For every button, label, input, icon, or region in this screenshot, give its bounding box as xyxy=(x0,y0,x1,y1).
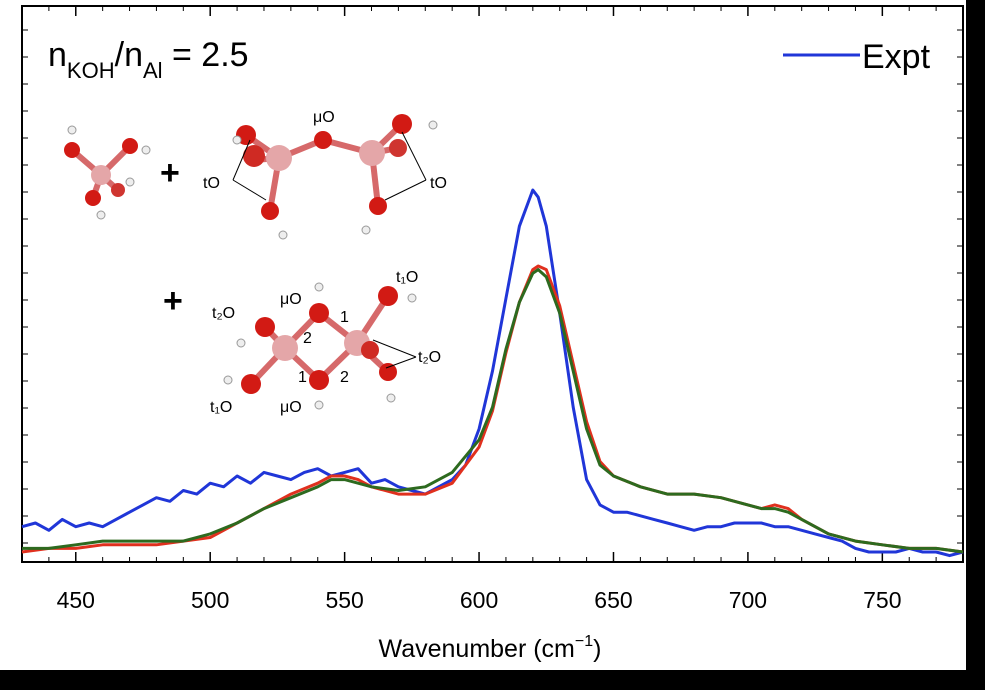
molecule-dimer-dihydroxo: μO μO t₁O t₂O t₂O t₁O 1 2 1 2 xyxy=(210,269,441,416)
chart-title: nKOH/nAl = 2.5 xyxy=(48,36,249,83)
series-line-0 xyxy=(21,188,964,558)
label-ring-1-top: 1 xyxy=(340,309,349,326)
label-t2-o-left: t₂O xyxy=(212,305,235,322)
x-tick-label: 450 xyxy=(57,587,95,613)
label-mu-o-top: μO xyxy=(313,109,335,126)
plus-sign-1: + xyxy=(160,154,180,192)
x-tick-label: 650 xyxy=(594,587,632,613)
series-line-2 xyxy=(22,268,964,554)
label-t-o-left: tO xyxy=(203,175,220,192)
label-t1-o-top: t₁O xyxy=(396,269,418,286)
axis-ticks xyxy=(21,6,964,562)
legend-label-expt: Expt xyxy=(862,38,931,76)
label-t1-o-bottom: t₁O xyxy=(210,399,232,416)
plus-sign-2: + xyxy=(163,282,183,320)
x-tick-label: 700 xyxy=(729,587,767,613)
label-mu-o-lower: μO xyxy=(280,399,302,416)
x-axis-label: Wavenumber (cm−1) xyxy=(379,633,602,663)
spectrum-figure: 450 500 550 600 650 700 750 Wavenumber (cm−1) … xyxy=(0,0,966,670)
x-tick-label: 550 xyxy=(325,587,363,613)
x-tick-label: 500 xyxy=(191,587,229,613)
x-tick-label: 750 xyxy=(863,587,901,613)
label-t-o-right: tO xyxy=(430,175,447,192)
x-tick-labels: 450 500 550 600 650 700 750 xyxy=(57,587,902,613)
label-ring-1-bottom: 1 xyxy=(298,369,307,386)
label-mu-o-upper: μO xyxy=(280,291,302,308)
label-ring-2-left: 2 xyxy=(303,330,312,347)
series-lines xyxy=(21,188,964,558)
plot-frame xyxy=(21,5,964,563)
chart-svg: 450 500 550 600 650 700 750 Wavenumber (cm−1) … xyxy=(21,5,964,663)
label-ring-2-bottom: 2 xyxy=(340,369,349,386)
label-t2-o-right: t₂O xyxy=(418,349,441,366)
molecule-dimer-oxo: μO tO tO xyxy=(203,109,447,240)
molecule-aluminate xyxy=(64,125,151,220)
x-tick-label: 600 xyxy=(460,587,498,613)
